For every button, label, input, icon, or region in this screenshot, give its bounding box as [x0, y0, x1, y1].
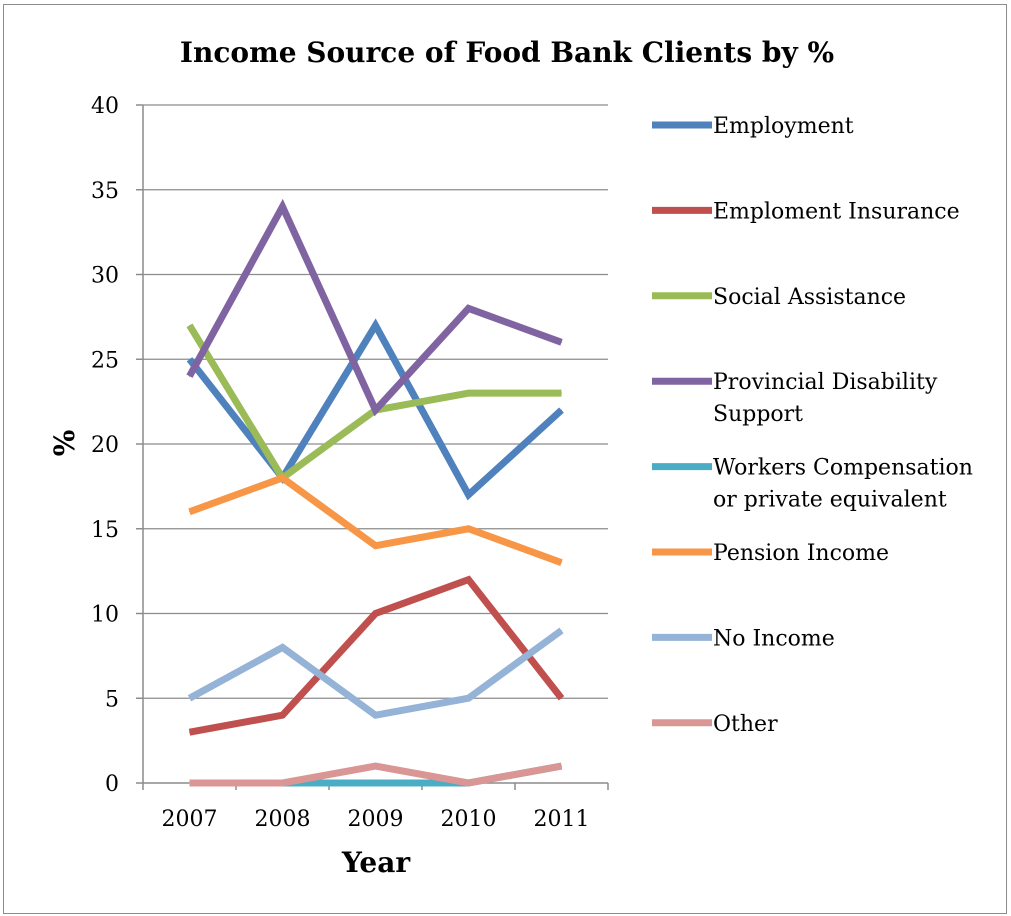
legend-label-provincial-disability-support: Support	[713, 402, 803, 427]
y-tick-label: 5	[105, 687, 119, 712]
y-tick-label: 40	[91, 94, 119, 119]
y-tick-label: 25	[91, 348, 119, 373]
legend-label-emploment-insurance: Emploment Insurance	[713, 199, 960, 224]
y-tick-label: 10	[91, 603, 119, 628]
legend-label-pension-income: Pension Income	[713, 541, 889, 566]
data-point-provincial-disability-support	[561, 341, 562, 343]
x-axis-title: Year	[341, 846, 412, 879]
legend: Employment Emploment Insurance Social Assi…	[652, 114, 973, 737]
x-tick-label: 2010	[441, 807, 497, 832]
data-point-other	[375, 765, 376, 767]
data-point-pension-income	[375, 545, 376, 547]
data-point-social-assistance	[561, 392, 562, 394]
legend-label-social-assistance: Social Assistance	[713, 285, 906, 310]
legend-label-workers-compensation-or-private-equivalent: Workers Compensation	[713, 456, 973, 481]
series-line-provincial-disability-support	[186, 198, 563, 417]
data-point-emploment-insurance	[375, 613, 376, 614]
data-point-employment	[561, 409, 562, 411]
data-point-employment	[468, 494, 469, 496]
y-tick-label: 20	[91, 433, 119, 458]
data-point-employment	[189, 358, 190, 360]
data-point-pension-income	[468, 528, 469, 530]
data-point-no-income	[468, 697, 469, 699]
x-tick-label: 2008	[255, 807, 311, 832]
data-point-provincial-disability-support	[375, 409, 376, 411]
data-point-pension-income	[189, 511, 190, 513]
tick-labels: 0 5 10 15 20 25 30 35 40 2007 2008 2009 2010 2011	[91, 94, 590, 832]
data-point-social-assistance	[189, 324, 190, 326]
legend-label-workers-compensation-or-private-equivalent: or private equivalent	[713, 488, 947, 513]
data-point-emploment-insurance	[561, 697, 562, 699]
legend-label-employment: Employment	[713, 114, 854, 139]
x-tick-label: 2011	[534, 807, 590, 832]
data-point-no-income	[561, 629, 562, 631]
data-point-other	[561, 765, 562, 767]
x-tick-label: 2007	[162, 807, 218, 832]
data-point-emploment-insurance	[468, 579, 469, 581]
data-point-provincial-disability-support	[189, 375, 190, 377]
data-point-pension-income	[282, 477, 283, 479]
y-tick-label: 35	[91, 179, 119, 204]
series-line-emploment-insurance	[188, 575, 565, 736]
data-point-other	[189, 782, 190, 784]
y-tick-label: 15	[91, 518, 119, 543]
data-point-no-income	[189, 697, 190, 699]
data-point-no-income	[375, 714, 376, 716]
data-point-social-assistance	[468, 392, 469, 394]
data-point-other	[282, 782, 283, 784]
chart-title: Income Source of Food Bank Clients by %	[180, 36, 834, 69]
legend-label-other: Other	[713, 712, 778, 737]
gridlines	[143, 104, 608, 699]
series-line-no-income	[187, 627, 564, 719]
series-line-social-assistance	[186, 323, 562, 483]
data-point-provincial-disability-support	[282, 206, 283, 208]
x-tick-label: 2009	[348, 807, 404, 832]
data-point-workers-compensation-or-private-equivalent	[375, 782, 376, 784]
data-point-emploment-insurance	[189, 731, 190, 733]
y-axis-title: %	[48, 430, 81, 457]
data-point-emploment-insurance	[282, 714, 283, 716]
series-lines	[186, 198, 565, 787]
y-tick-label: 30	[91, 264, 119, 289]
data-point-employment	[375, 324, 376, 326]
data-point-provincial-disability-support	[468, 307, 469, 309]
data-point-other	[468, 782, 469, 784]
legend-label-provincial-disability-support: Provincial Disability	[713, 370, 938, 395]
series-line-pension-income	[188, 473, 563, 566]
data-point-pension-income	[561, 562, 562, 564]
y-tick-label: 0	[105, 772, 119, 797]
data-point-no-income	[282, 646, 283, 648]
legend-label-no-income: No Income	[713, 626, 835, 651]
